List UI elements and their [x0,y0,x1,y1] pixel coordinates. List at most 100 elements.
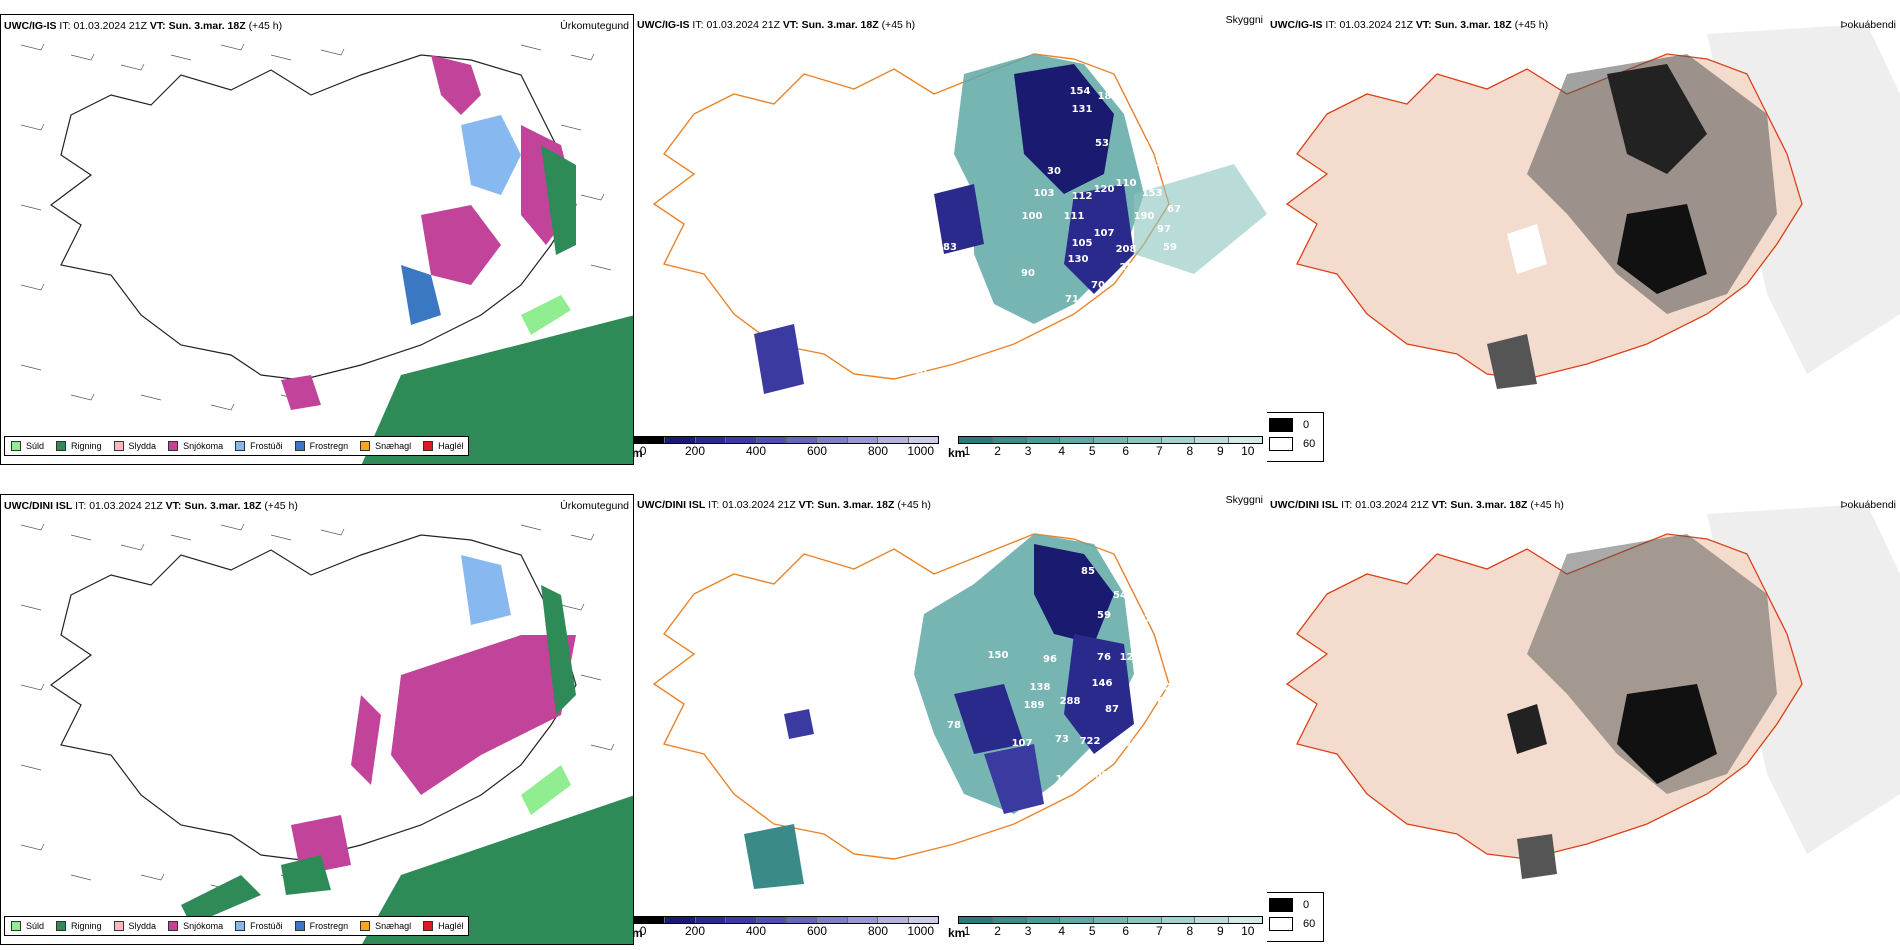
cbar-tick: 6 [1122,924,1130,938]
sky-value: 55 [1151,274,1165,285]
cbar-unit-m: m [634,926,643,940]
cbar-unit-km: km [948,446,966,460]
cbar-tick: 8 [1186,444,1194,458]
colorbar-m-swatches-1 [634,436,939,444]
fog-key-2: 0 60 [1267,892,1324,942]
cbar-tick: 1 [963,444,971,458]
sky-value: 212 [912,868,933,879]
legend-item: Haglél [423,441,464,451]
sky-value: 85 [1081,566,1095,577]
precip-legend-1: Súld Rigning Slydda Snjókoma Frostúði Fr… [4,436,469,456]
sky-value: 107 [1094,228,1115,239]
sky-value: 59 [1163,242,1177,253]
cbar-tick: 4 [1058,444,1066,458]
precip-blobs-2 [181,555,633,944]
sky-value: 286 [1120,262,1141,273]
sky-value: 130 [1068,254,1089,265]
precip-type-label-1: Úrkomutegund [560,20,629,32]
fog-label-2: Þokuábendi [1840,499,1896,511]
fog-map-2 [1285,504,1900,879]
cbar-unit-m: m [634,446,643,460]
cbar-tick: 600 [806,444,828,458]
panel-title-1: UWC/IG-IS IT: 01.03.2024 21Z VT: Sun. 3.… [4,20,283,32]
sky-value: 87 [1105,704,1119,715]
colorbar-m-1: 0 200 400 600 800 1000 m [634,436,939,460]
cbar-tick: 3 [1024,444,1032,458]
fog-key-1: 0 60 [1267,412,1324,462]
sky-value: 187 [1098,91,1119,102]
sky-value: 122 [1158,682,1179,693]
cbar-tick: 5 [1088,924,1096,938]
precip-type-panel-1: UWC/IG-IS IT: 01.03.2024 21Z VT: Sun. 3.… [0,14,634,465]
precip-map-1 [20,43,633,464]
sky-blobs-2 [744,534,1134,889]
sky-value: 110 [1116,178,1137,189]
sky-value: 722 [1080,736,1101,747]
sky-value: 83 [943,242,957,253]
cbar-tick: 800 [867,924,889,938]
cbar-tick: 600 [806,924,828,938]
sky-value: 78 [947,720,961,731]
sky-value: 133 [1118,738,1139,749]
sky-value: 90 [1021,268,1035,279]
sky-value: 30 [1047,166,1061,177]
cbar-tick: 6 [1122,444,1130,458]
cbar-tick: 10 [1241,924,1255,938]
precip-type-panel-2: UWC/DINI ISL IT: 01.03.2024 21Z VT: Sun.… [0,494,634,945]
fog-map-1 [1285,24,1900,389]
sky-numbers-1: 154 187 131 53 36 37 30 103 112 120 110 … [913,86,1181,389]
legend-item: Snæhagl [360,921,411,931]
sky-value: 153 [1142,188,1163,199]
sky-value: 88 [1057,802,1071,813]
sky-value: 73 [1055,734,1069,745]
colorbar-km-1: 1 2 3 4 5 6 7 8 9 10 km [948,436,1263,460]
sky-value: 56 [1059,326,1073,337]
sky-value: 107 [1012,738,1033,749]
sky-value: 103 [1034,188,1055,199]
sky-label-1: Skyggni [1225,14,1263,26]
sky-value: 131 [1072,104,1093,115]
sky-map-2: 85 54 59 37 150 96 76 123 36 49 138 146 … [652,533,1183,889]
sky-value: 154 [1070,86,1091,97]
legend-item: Snjókoma [168,441,223,451]
cbar-tick: 800 [867,444,889,458]
sky-value: 40 [945,378,959,389]
cbar-tick: 4 [1058,924,1066,938]
panel-title-2: UWC/DINI ISL IT: 01.03.2024 21Z VT: Sun.… [4,500,298,512]
sky-value: 100 [1022,211,1043,222]
sky-value: 96 [1043,654,1057,665]
sky-label-2: Skyggni [1225,494,1263,506]
sky-value: 193 [1056,774,1077,785]
cbar-unit-km: km [948,926,966,940]
colorbar-km-2: 1 2 3 4 5 6 7 8 9 10 km [948,916,1263,940]
cbar-tick: 200 [684,444,706,458]
fog-panel-1: UWC/IG-IS IT: 01.03.2024 21Z VT: Sun. 3.… [1267,14,1900,465]
cbar-tick: 8 [1186,924,1194,938]
legend-item: Slydda [113,441,156,451]
sky-value: 90 [913,368,927,379]
panel-title-fog-1: UWC/IG-IS IT: 01.03.2024 21Z VT: Sun. 3.… [1270,19,1549,31]
sky-panel-2: 85 54 59 37 150 96 76 123 36 49 138 146 … [634,494,1267,945]
sky-value: 67 [1167,204,1181,215]
sky-value: 49 [1169,660,1183,671]
cbar-tick: 7 [1155,924,1163,938]
sky-value: 208 [1116,244,1137,255]
sky-blobs-1 [754,54,1267,394]
fog-blobs-1 [1487,54,1777,389]
sky-map-1: 154 187 131 53 36 37 30 103 112 120 110 … [652,53,1267,394]
legend-item: Snjókoma [168,921,223,931]
precip-map-2 [20,523,633,944]
sky-value: 100 [1088,770,1109,781]
sky-value: 105 [1072,238,1093,249]
sky-value: 97 [1157,224,1171,235]
legend-item: Rigning [56,921,102,931]
cbar-tick: 3 [1024,924,1032,938]
legend-item: Frostúði [235,921,283,931]
sky-value: 111 [1064,211,1085,222]
cbar-tick: 5 [1088,444,1096,458]
iceland-outline-1 [49,54,577,381]
precip-type-label-2: Úrkomutegund [560,500,629,512]
fog-blobs-2 [1507,534,1777,879]
sky-value: 70 [1091,280,1105,291]
cbar-tick: 2 [994,924,1001,938]
